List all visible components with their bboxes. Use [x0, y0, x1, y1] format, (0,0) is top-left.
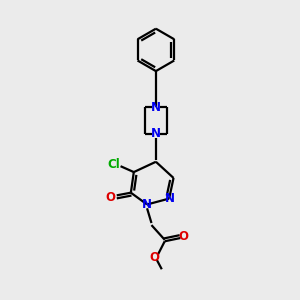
Text: N: N — [151, 101, 161, 114]
Text: O: O — [149, 251, 159, 264]
Text: Cl: Cl — [108, 158, 121, 171]
Text: N: N — [165, 192, 175, 205]
Text: N: N — [151, 127, 161, 140]
Text: O: O — [179, 230, 189, 243]
Text: O: O — [105, 190, 115, 204]
Text: N: N — [142, 198, 152, 211]
